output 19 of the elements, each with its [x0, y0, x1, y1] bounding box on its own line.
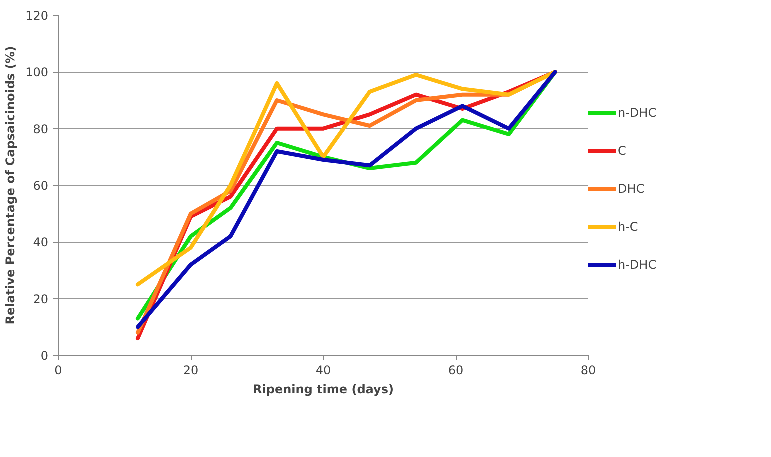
legend-label: n-DHC: [618, 106, 657, 120]
x-axis-title: Ripening time (days): [253, 382, 394, 396]
legend-label: h-DHC: [618, 258, 657, 272]
legend-label: C: [618, 144, 628, 158]
x-tick-label: 40: [316, 364, 332, 378]
x-tick-label: 20: [183, 364, 199, 378]
x-tick-label: 80: [580, 364, 596, 378]
x-tick-label: 0: [54, 364, 62, 378]
y-tick-label: 0: [40, 349, 49, 363]
y-tick-label: 40: [33, 236, 49, 250]
y-tick-label: 20: [33, 292, 49, 306]
y-tick-label: 100: [26, 66, 48, 80]
y-tick-label: 60: [33, 179, 49, 193]
x-tick-label: 60: [448, 364, 464, 378]
legend-label: DHC: [618, 182, 645, 196]
y-tick-label: 120: [26, 9, 48, 23]
y-axis-title: Relative Percentage of Capsaicinoids (%): [4, 46, 18, 325]
legend-label: h-C: [618, 220, 638, 234]
y-tick-label: 80: [33, 122, 49, 136]
